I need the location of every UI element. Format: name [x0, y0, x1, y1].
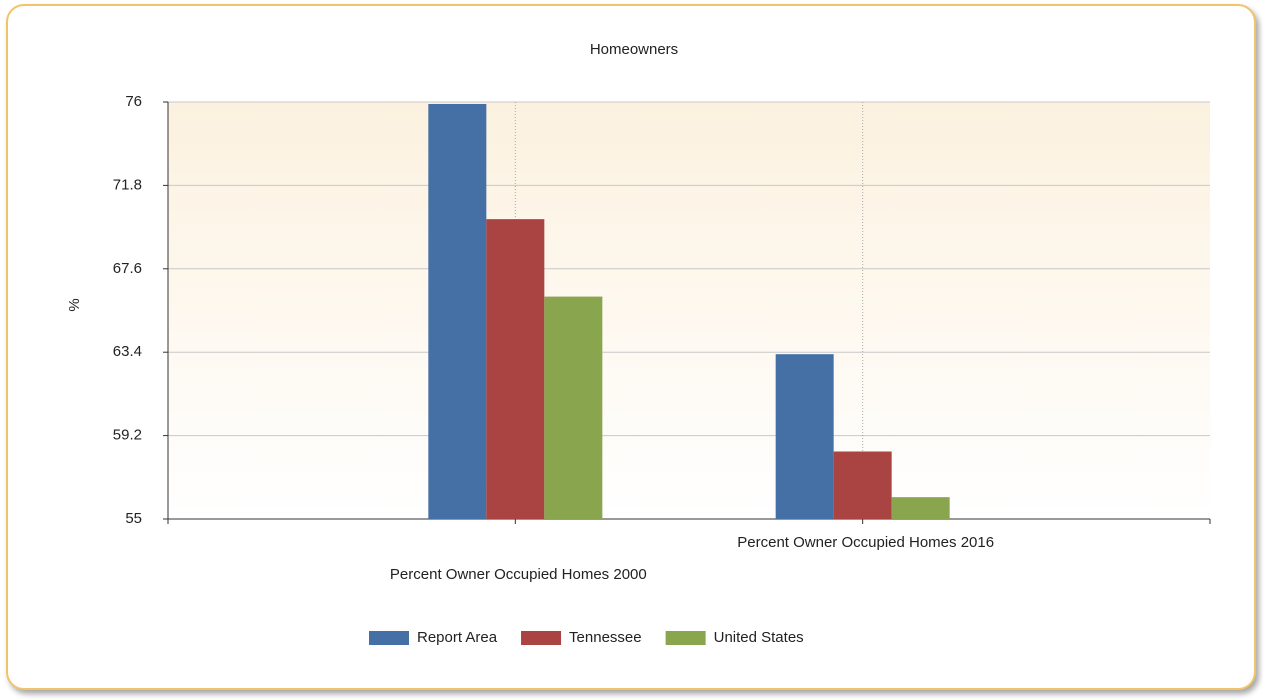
- plot-area: [168, 102, 1210, 519]
- bar: [775, 354, 834, 519]
- chart-title: Homeowners: [590, 41, 678, 58]
- y-tick-label: 71.8: [113, 176, 142, 193]
- bar: [544, 296, 603, 519]
- legend-label: United States: [714, 629, 804, 646]
- legend-swatch: [521, 631, 562, 645]
- bar: [486, 219, 545, 519]
- y-tick-label: 55: [125, 510, 142, 527]
- y-tick-label: 63.4: [113, 343, 142, 360]
- y-tick-label: 59.2: [113, 427, 142, 444]
- x-tick-label: Percent Owner Occupied Homes 2000: [390, 566, 647, 583]
- legend-label: Tennessee: [569, 629, 642, 646]
- y-axis-label: %: [66, 298, 83, 311]
- bar: [891, 497, 950, 519]
- bar: [428, 103, 487, 519]
- y-tick-label: 67.6: [113, 260, 142, 277]
- legend-swatch: [665, 631, 706, 645]
- x-tick-label: Percent Owner Occupied Homes 2016: [737, 534, 994, 551]
- legend-swatch: [369, 631, 409, 645]
- legend-label: Report Area: [417, 629, 498, 646]
- bar: [833, 451, 892, 519]
- y-tick-label: 76: [125, 93, 142, 110]
